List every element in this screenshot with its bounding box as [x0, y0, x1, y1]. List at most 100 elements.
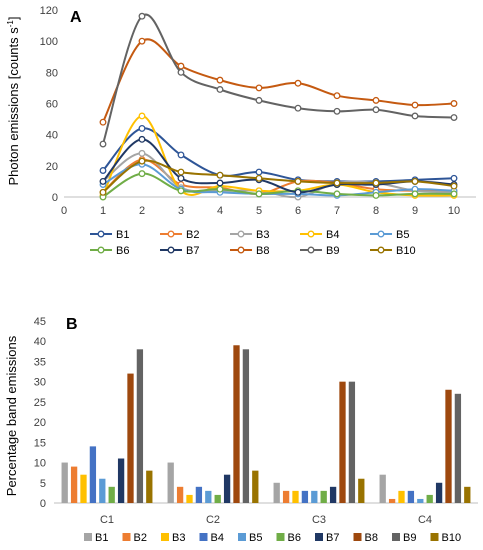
panel-a-x-tick-label: 3	[178, 205, 184, 217]
data-point-b10	[177, 168, 185, 176]
data-point-b3	[138, 149, 146, 157]
bar-c1-b3	[80, 474, 87, 503]
legend-label-b1: B1	[95, 532, 108, 544]
legend-swatch-b9	[392, 533, 400, 541]
data-point-b8	[255, 84, 263, 92]
legend-label-b5: B5	[396, 229, 409, 241]
panel-b-y-tick-label: 10	[34, 458, 46, 470]
bar-c4-b9	[454, 393, 462, 503]
legend-label-b10: B10	[396, 245, 416, 257]
bar-c4-b8	[445, 389, 452, 503]
bar-c3-b5	[311, 490, 318, 503]
data-point-b9	[411, 112, 419, 120]
panel-b-legend: B1 B2 B3 B4 B5 B6 B7 B8 B9 B10	[84, 532, 461, 544]
data-point-b8	[372, 96, 380, 104]
panel-b-y-tick-label: 30	[34, 377, 46, 389]
legend-marker-b10	[377, 246, 385, 254]
bar-c4-b2	[388, 498, 396, 503]
panel-b-label: B	[66, 316, 78, 333]
bar-c4-b10	[464, 486, 471, 503]
panel-a-series	[99, 12, 458, 201]
bar-c3-b6	[320, 490, 327, 503]
data-point-b7	[216, 179, 224, 187]
legend-swatch-b3	[161, 533, 169, 541]
panel-b-x-ticks: C1 C2 C3 C4	[100, 514, 432, 526]
panel-b-y-ticks: 0 5 10 15 20 25 30 35 40 45	[34, 316, 46, 510]
legend-label-b9: B9	[326, 245, 339, 257]
panel-a-legend: B1 B2 B3 B4 B5 B6 B7 B8 B9 B10	[90, 229, 416, 257]
data-point-b9	[333, 107, 341, 115]
panel-b-x-tick-label: C3	[312, 514, 326, 526]
bar-c1-b7	[117, 458, 125, 503]
bar-c4-b4	[407, 490, 415, 503]
bar-c3-b2	[282, 490, 290, 503]
panel-a-y-tick-label: 40	[46, 130, 58, 142]
data-point-b9	[216, 86, 224, 93]
panel-b-y-tick-label: 0	[40, 498, 46, 510]
data-point-b10	[255, 174, 263, 182]
data-point-b1	[255, 168, 263, 176]
panel-a-x-tick-label: 2	[139, 205, 145, 217]
bar-c1-b8	[127, 373, 134, 503]
data-point-b6	[138, 170, 146, 178]
panel-b-y-tick-label: 35	[34, 356, 46, 368]
legend-label-b3: B3	[172, 532, 185, 544]
legend-label-b6: B6	[116, 245, 129, 257]
bar-c1-b10	[146, 470, 153, 503]
legend-label-b8: B8	[365, 532, 378, 544]
bar-c2-b4	[195, 486, 203, 503]
legend-marker-b9	[307, 246, 315, 254]
series-line-b1	[102, 127, 455, 183]
legend-marker-b1	[97, 230, 105, 238]
bar-c3-b10	[358, 478, 365, 503]
legend-label-b4: B4	[211, 532, 224, 544]
legend-label-b7: B7	[186, 245, 199, 257]
panel-a-y-tick-label: 120	[40, 5, 58, 17]
panel-a-x-tick-label: 7	[334, 205, 340, 217]
series-line-b4	[102, 114, 455, 197]
bar-c1-b5	[99, 478, 106, 503]
panel-a-x-tick-label: 6	[295, 205, 301, 217]
bar-c1-b4	[89, 446, 97, 503]
legend-marker-b4	[307, 230, 315, 238]
legend-marker-b8	[237, 246, 245, 254]
panel-b: B Percentage band emissions 0 5 10 15 20 25 30…	[4, 316, 478, 544]
data-point-b10	[99, 188, 107, 196]
data-point-b10	[216, 171, 224, 179]
series-line-b6	[102, 172, 455, 198]
panel-a-y-tick-label: 20	[46, 161, 58, 173]
data-point-b9	[372, 106, 380, 114]
bar-c2-b10	[252, 470, 259, 503]
legend-label-b1: B1	[116, 229, 129, 241]
bar-c4-b1	[379, 474, 386, 503]
legend-swatch-b4	[199, 533, 208, 541]
panel-a: A Photon emissions [counts s-1] 02040608…	[6, 5, 476, 257]
legend-marker-b5	[377, 230, 385, 238]
data-point-b9	[294, 104, 302, 112]
legend-marker-b2	[167, 230, 175, 238]
data-point-b9	[450, 114, 458, 121]
panel-a-x-tick-label: 1	[100, 205, 106, 217]
data-point-b8	[138, 37, 146, 45]
legend-swatch-b5	[238, 533, 246, 541]
bar-c1-b2	[70, 466, 78, 503]
bar-c1-b1	[61, 462, 68, 503]
data-point-b4	[138, 112, 146, 120]
data-point-b1	[138, 124, 146, 132]
legend-label-b10: B10	[442, 532, 462, 544]
panel-a-ylabel-sup: -1	[6, 20, 15, 28]
panel-a-x-tick-label: 8	[373, 205, 379, 217]
bar-c2-b5	[205, 490, 212, 503]
data-point-b9	[99, 140, 107, 148]
bar-c2-b7	[223, 474, 231, 503]
panel-a-x-tick-label: 10	[448, 205, 460, 217]
panel-a-y-ticks: 0 20 40 60 80 100 120	[40, 5, 58, 204]
legend-swatch-b10	[430, 533, 439, 541]
panel-a-x-tick-label: 5	[256, 205, 262, 217]
panel-a-x-tick-label: 4	[217, 205, 223, 217]
data-point-b9	[138, 12, 146, 20]
bar-c3-b7	[329, 486, 337, 503]
panel-b-y-tick-label: 20	[34, 417, 46, 429]
bar-c4-b6	[426, 494, 433, 503]
